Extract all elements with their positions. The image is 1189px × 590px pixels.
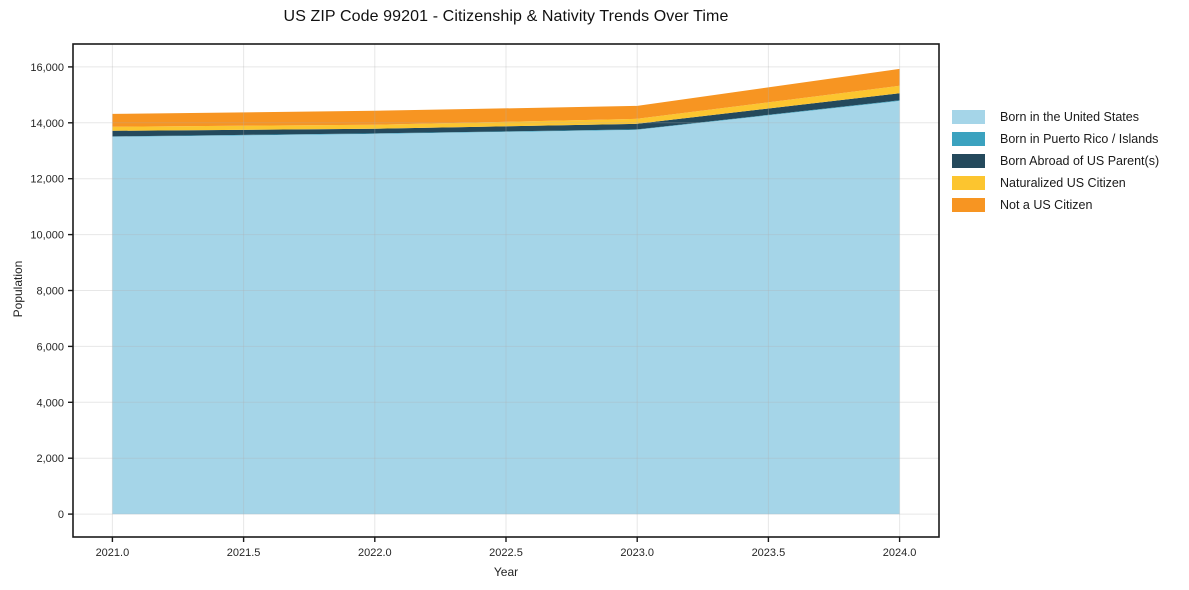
y-tick-label: 4,000: [36, 397, 64, 409]
y-tick-label: 2,000: [36, 453, 64, 465]
y-tick-label: 10,000: [30, 230, 64, 242]
legend: Born in the United States Born in Puerto …: [952, 106, 1159, 216]
legend-swatch: [952, 110, 985, 124]
legend-label: Born in Puerto Rico / Islands: [1000, 132, 1159, 146]
legend-item: Naturalized US Citizen: [952, 172, 1159, 194]
legend-item: Not a US Citizen: [952, 194, 1159, 216]
y-tick-label: 16,000: [30, 62, 64, 74]
y-tick-label: 8,000: [36, 286, 64, 298]
legend-swatch: [952, 176, 985, 190]
y-tick-label: 12,000: [30, 174, 64, 186]
legend-item: Born in the United States: [952, 106, 1159, 128]
x-tick-label: 2024.0: [883, 547, 917, 559]
legend-swatch: [952, 154, 985, 168]
area-series-4: [112, 68, 900, 127]
legend-label: Not a US Citizen: [1000, 198, 1093, 212]
x-tick-label: 2022.0: [358, 547, 392, 559]
legend-label: Born Abroad of US Parent(s): [1000, 154, 1160, 168]
chart-title: US ZIP Code 99201 - Citizenship & Nativi…: [283, 8, 729, 25]
area-series-0: [112, 100, 900, 515]
x-tick-label: 2021.0: [96, 547, 130, 559]
gridlines: [73, 44, 939, 537]
x-tick-label: 2023.5: [752, 547, 786, 559]
legend-label: Born in the United States: [1000, 110, 1139, 124]
area-series-3: [112, 85, 900, 131]
x-tick-label: 2023.0: [620, 547, 654, 559]
legend-swatch: [952, 132, 985, 146]
area-series-2: [112, 93, 900, 137]
legend-item: Born Abroad of US Parent(s): [952, 150, 1159, 172]
legend-label: Naturalized US Citizen: [1000, 176, 1126, 190]
x-axis-label: Year: [493, 565, 519, 579]
legend-item: Born in Puerto Rico / Islands: [952, 128, 1159, 150]
x-tick-label: 2022.5: [489, 547, 523, 559]
legend-swatch: [952, 198, 985, 212]
y-tick-label: 14,000: [30, 118, 64, 130]
tick-marks: [68, 66, 901, 542]
y-tick-label: 6,000: [36, 341, 64, 353]
x-tick-label: 2021.5: [227, 547, 261, 559]
tick-labels: 2021.0 2021.5 2022.0 2022.5 2023.0 2023.5 2024…: [30, 62, 916, 559]
y-tick-label: 0: [58, 509, 64, 521]
y-axis-label: Population: [11, 260, 25, 318]
